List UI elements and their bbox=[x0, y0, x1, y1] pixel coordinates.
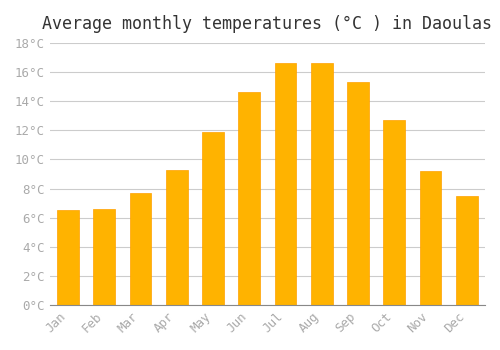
Title: Average monthly temperatures (°C ) in Daoulas: Average monthly temperatures (°C ) in Da… bbox=[42, 15, 492, 33]
Bar bbox=[274, 63, 296, 305]
Bar bbox=[57, 210, 79, 305]
Bar bbox=[238, 92, 260, 305]
Bar bbox=[202, 132, 224, 305]
Bar bbox=[130, 193, 152, 305]
Bar bbox=[166, 170, 188, 305]
Bar bbox=[384, 120, 405, 305]
Bar bbox=[94, 209, 115, 305]
Bar bbox=[420, 171, 442, 305]
Bar bbox=[311, 63, 332, 305]
Bar bbox=[347, 82, 369, 305]
Bar bbox=[456, 196, 477, 305]
